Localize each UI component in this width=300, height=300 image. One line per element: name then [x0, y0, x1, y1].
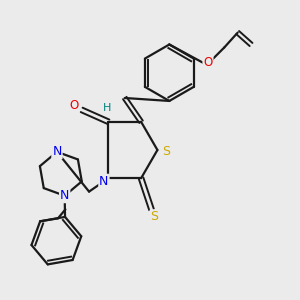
Text: O: O	[70, 99, 79, 112]
Text: H: H	[103, 103, 111, 113]
Text: S: S	[151, 210, 158, 224]
Text: S: S	[162, 145, 170, 158]
Text: N: N	[99, 175, 109, 188]
Text: O: O	[203, 56, 213, 69]
Text: N: N	[52, 145, 62, 158]
Text: N: N	[60, 189, 69, 202]
